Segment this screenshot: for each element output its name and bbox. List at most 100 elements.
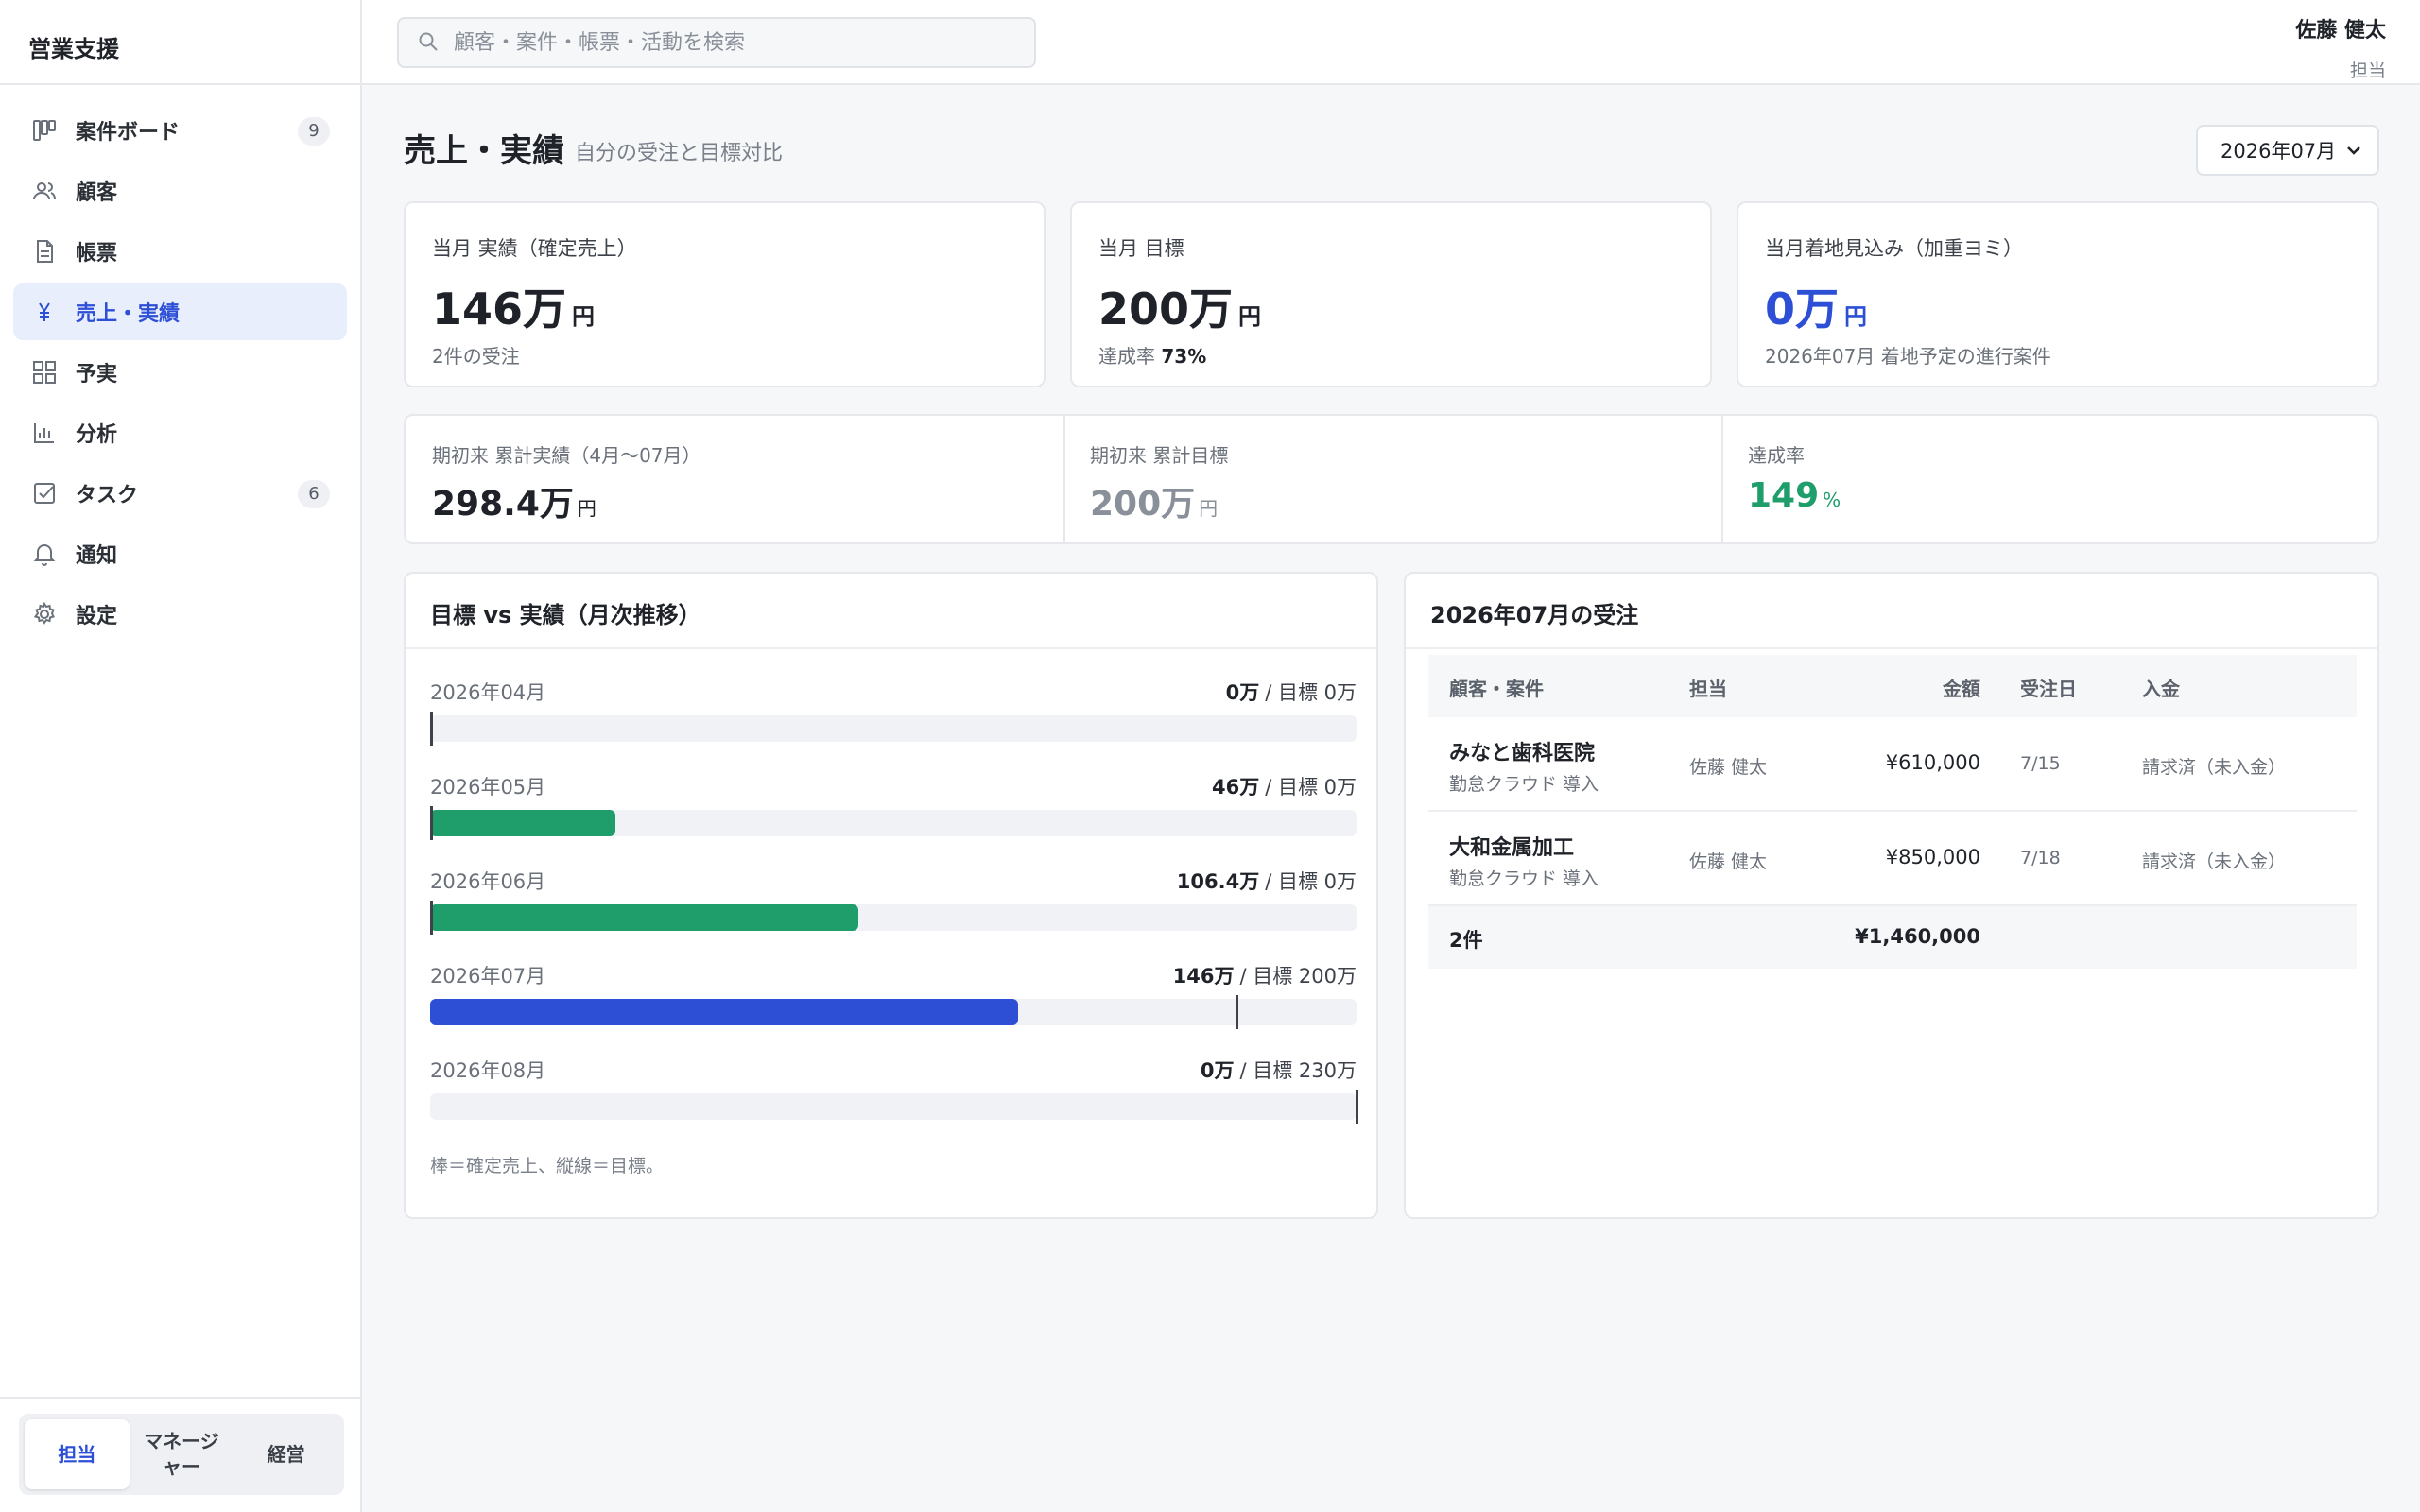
trend-row: 2026年04月 0万 / 目標 0万 <box>430 678 1357 763</box>
sidebar-item-label: 設定 <box>76 605 118 628</box>
document-icon <box>30 237 59 266</box>
sidebar-item-label: 通知 <box>76 544 118 568</box>
trend-target-marker <box>1236 995 1238 1029</box>
table-header: 顧客・案件 担当 金額 受注日 入金 <box>1428 655 2357 717</box>
cumulative-number: 149 <box>1748 476 1820 515</box>
kpi-unit: 円 <box>1238 303 1262 330</box>
month-select[interactable]: 2026年07月 <box>2196 125 2379 176</box>
trend-month-label: 2026年08月 <box>430 1059 546 1082</box>
divider <box>1721 416 1723 544</box>
kpi-value: 200万円 <box>1098 275 1261 337</box>
trend-month-label: 2026年07月 <box>430 965 546 988</box>
kpi-note-text: 2026年07月 着地予定の進行案件 <box>1765 345 2051 368</box>
search-icon <box>418 31 441 54</box>
trend-row: 2026年05月 46万 / 目標 0万 <box>430 772 1357 857</box>
sidebar-item-label: 案件ボード <box>76 121 181 145</box>
cumulative-label: 期初来 累計実績（4月〜07月） <box>432 444 701 467</box>
sidebar-item-documents[interactable]: 帳票 <box>13 223 347 280</box>
column-header-order-date[interactable]: 受注日 <box>2020 678 2077 700</box>
order-date: 7/18 <box>2020 848 2061 868</box>
kpi-label: 当月 実績（確定売上） <box>432 237 637 260</box>
column-header-owner[interactable]: 担当 <box>1689 678 1727 700</box>
dashboard-icon <box>30 358 59 387</box>
kpi-note: 達成率 73% <box>1098 341 1206 369</box>
count-badge: 6 <box>298 480 330 508</box>
customer-name[interactable]: みなと歯科医院 <box>1449 742 1596 765</box>
cumulative-value: 298.4万円 <box>432 476 596 525</box>
kpi-value: 0万円 <box>1765 275 1867 337</box>
search-input[interactable] <box>454 30 1021 55</box>
table-row[interactable]: みなと歯科医院 勤怠クラウド 導入 佐藤 健太 ¥610,000 7/15 請求… <box>1428 717 2357 812</box>
chevron-down-icon <box>2343 140 2364 165</box>
achievement-rate: 73% <box>1161 345 1207 368</box>
deal-name: 勤怠クラウド 導入 <box>1449 868 1599 889</box>
kpi-value: 146万円 <box>432 275 595 337</box>
role-button-executive[interactable]: 経営 <box>267 1442 305 1466</box>
kpi-number: 146万 <box>432 284 567 335</box>
trend-legend-note: 棒＝確定売上、縦線＝目標。 <box>430 1156 665 1177</box>
column-header-payment[interactable]: 入金 <box>2142 678 2180 700</box>
bell-icon <box>30 540 59 568</box>
cumulative-value: 149% <box>1748 476 1841 515</box>
role-button-manager[interactable]: マネージャー <box>130 1419 234 1489</box>
page-title: 売上・実績 <box>404 132 564 170</box>
trend-value-label: 106.4万 / 目標 0万 <box>1177 867 1357 895</box>
cumulative-unit: 円 <box>1199 497 1219 520</box>
amount: ¥610,000 <box>1885 751 1980 774</box>
divider <box>1406 647 2377 649</box>
role-button-rep[interactable]: 担当 <box>25 1419 130 1489</box>
trend-title: 目標 vs 実績（月次推移） <box>430 602 701 628</box>
trend-target-label: / 目標 0万 <box>1265 681 1357 704</box>
sidebar-item-deal-board[interactable]: 案件ボード 9 <box>13 102 347 159</box>
cumulative-actual: 期初来 累計実績（4月〜07月） 298.4万円 <box>406 416 1063 544</box>
sidebar-item-analytics[interactable]: 分析 <box>13 404 347 461</box>
trend-bar-track <box>430 1090 1358 1124</box>
sidebar-item-settings[interactable]: 設定 <box>13 586 347 643</box>
count-badge: 9 <box>298 117 330 146</box>
orders-panel: 2026年07月の受注 顧客・案件 担当 金額 受注日 入金 みなと歯科医院 勤… <box>1404 572 2379 1219</box>
deal-name: 勤怠クラウド 導入 <box>1449 774 1599 795</box>
customer-name[interactable]: 大和金属加工 <box>1449 836 1575 860</box>
user-menu[interactable]: 佐藤 健太 担当 <box>2295 13 2386 82</box>
bar-chart-icon <box>30 419 59 447</box>
trend-bar-track <box>430 995 1357 1029</box>
cumulative-unit: % <box>1823 489 1841 511</box>
app-title: 営業支援 <box>0 0 360 85</box>
kpi-label: 当月着地見込み（加重ヨミ） <box>1765 237 2023 260</box>
trend-value-label: 46万 / 目標 0万 <box>1212 772 1357 800</box>
sidebar-item-label: 分析 <box>76 423 118 447</box>
trend-actual-label: 46万 <box>1211 776 1260 799</box>
kpi-unit: 円 <box>572 303 596 330</box>
kpi-number: 200万 <box>1098 284 1234 335</box>
month-select-value: 2026年07月 <box>2221 140 2337 163</box>
trend-actual-bar <box>430 810 615 836</box>
sidebar-item-tasks[interactable]: タスク 6 <box>13 465 347 522</box>
trend-target-label: / 目標 0万 <box>1265 776 1357 799</box>
search-box[interactable] <box>397 17 1036 68</box>
sidebar: 営業支援 案件ボード 9 顧客 帳票 売上・実績 <box>0 0 362 1512</box>
trend-month-label: 2026年04月 <box>430 681 546 704</box>
sidebar-item-label: タスク <box>76 484 139 507</box>
column-header-amount[interactable]: 金額 <box>1943 678 1980 700</box>
trend-target-marker <box>430 901 433 935</box>
sidebar-item-notifications[interactable]: 通知 <box>13 525 347 582</box>
sidebar-item-label: 売上・実績 <box>76 302 181 326</box>
role-switcher: 担当 マネージャー 経営 <box>0 1397 360 1512</box>
order-count: 2件 <box>1449 929 1483 952</box>
user-name: 佐藤 健太 <box>2295 19 2386 43</box>
trend-bar-track <box>430 901 1357 935</box>
order-date: 7/15 <box>2020 753 2061 774</box>
trend-bar-track <box>430 712 1357 746</box>
trend-target-marker <box>430 806 433 840</box>
orders-title: 2026年07月の受注 <box>1430 602 1639 628</box>
column-header-customer[interactable]: 顧客・案件 <box>1449 678 1544 700</box>
sidebar-item-budget-actual[interactable]: 予実 <box>13 344 347 401</box>
kpi-card-monthly-target: 当月 目標 200万円 達成率 73% <box>1070 201 1712 387</box>
sidebar-item-sales[interactable]: 売上・実績 <box>13 284 347 340</box>
table-row[interactable]: 大和金属加工 勤怠クラウド 導入 佐藤 健太 ¥850,000 7/18 請求済… <box>1428 812 2357 906</box>
kpi-note: 2026年07月 着地予定の進行案件 <box>1765 341 2051 369</box>
kpi-unit: 円 <box>1844 303 1868 330</box>
trend-target-label: / 目標 200万 <box>1239 965 1357 988</box>
sidebar-item-customers[interactable]: 顧客 <box>13 163 347 219</box>
cumulative-label: 期初来 累計目標 <box>1090 444 1229 467</box>
